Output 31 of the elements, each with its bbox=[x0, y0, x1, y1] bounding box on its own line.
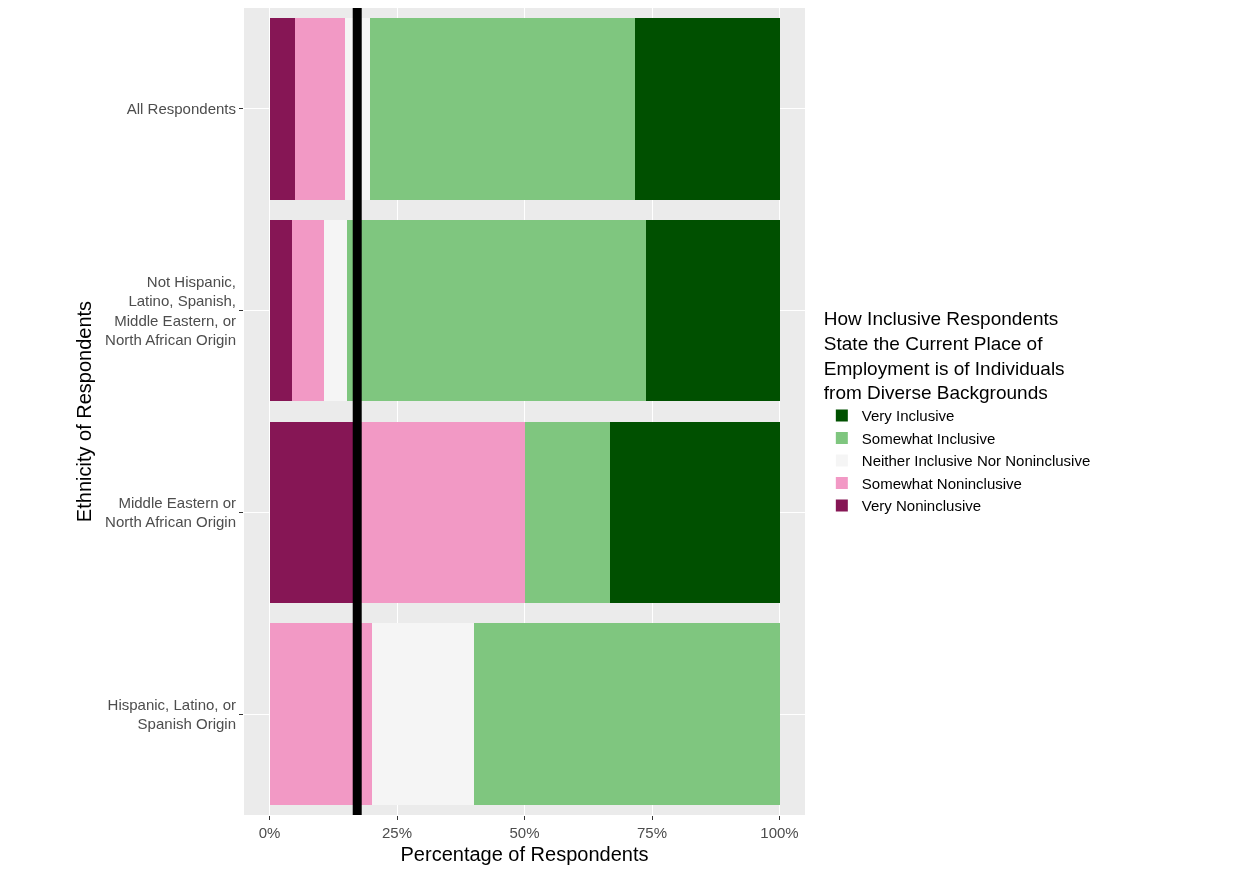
bar bbox=[269, 219, 292, 402]
legend-label: Very Inclusive bbox=[861, 407, 955, 425]
bar bbox=[646, 219, 780, 402]
legend-label: Somewhat Noninclusive bbox=[861, 474, 1022, 492]
x-tick-label: 75% bbox=[636, 824, 668, 841]
y-axis-title: Ethnicity of Respondents bbox=[72, 300, 95, 523]
bar bbox=[524, 421, 610, 604]
bar bbox=[369, 18, 635, 200]
legend-label: Neither Inclusive Nor Noninclusive bbox=[861, 452, 1091, 470]
bar bbox=[473, 623, 780, 805]
x-tick-label: 100% bbox=[760, 824, 799, 841]
bar bbox=[295, 18, 345, 200]
bar bbox=[609, 421, 780, 604]
x-tick-label: 0% bbox=[258, 824, 281, 841]
bar bbox=[346, 219, 647, 402]
bar bbox=[269, 421, 355, 604]
x-tick-label: 25% bbox=[381, 824, 413, 841]
x-tick-label: 50% bbox=[509, 824, 540, 841]
bar bbox=[291, 219, 325, 402]
y-tick-label: All Respondents bbox=[126, 100, 236, 118]
legend-title: How Inclusive Respondents State the Current Place of Employment is of Individuals from Diverse Backgrounds bbox=[823, 308, 1065, 404]
bar bbox=[634, 18, 780, 200]
bar bbox=[269, 623, 372, 805]
x-axis-title: Percentage of Respondents bbox=[400, 842, 649, 865]
legend-label: Somewhat Inclusive bbox=[861, 429, 996, 447]
y-tick-label: Hispanic, Latino, or Spanish Origin bbox=[107, 695, 236, 733]
y-tick-label: Not Hispanic, Latino, Spanish, Middle Eastern, or North African Origin bbox=[105, 272, 236, 349]
legend-label: Very Noninclusive bbox=[861, 497, 982, 515]
y-tick-label: Middle Eastern or North African Origin bbox=[105, 493, 236, 531]
bar bbox=[324, 219, 347, 402]
bar bbox=[269, 18, 295, 200]
